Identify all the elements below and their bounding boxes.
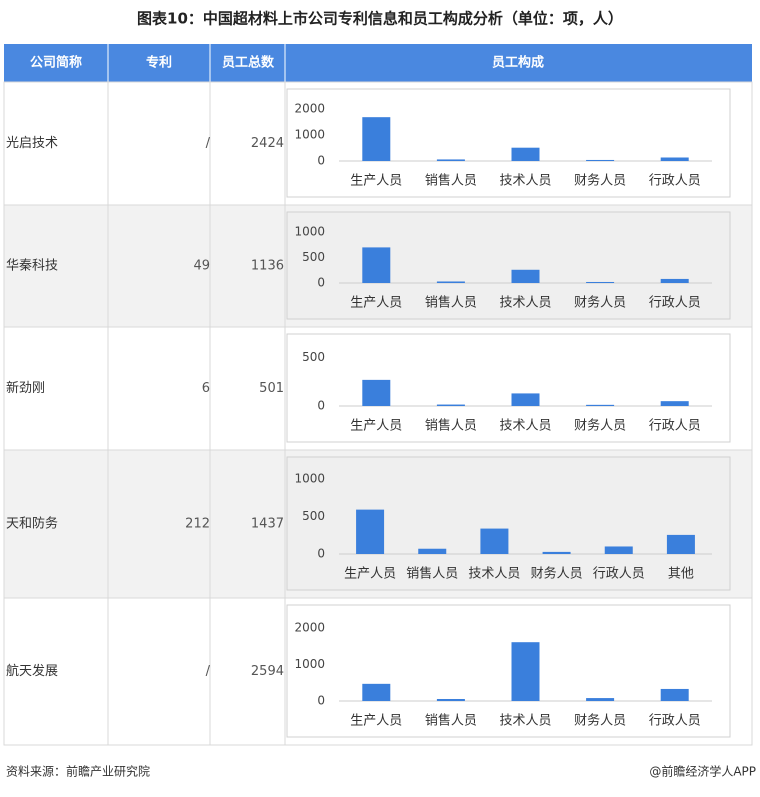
patent: /	[206, 664, 211, 679]
bar	[511, 269, 540, 283]
bar	[362, 247, 391, 283]
chart-box	[286, 604, 731, 738]
bar	[418, 548, 447, 554]
bar	[542, 551, 571, 554]
header-cell: 公司简称	[30, 55, 82, 71]
x-tick-label: 行政人员	[593, 567, 645, 582]
credit: @前瞻经济学人APP	[649, 764, 756, 779]
x-tick-label: 技术人员	[499, 714, 551, 729]
header-cell: 员工总数	[222, 55, 275, 71]
bar	[362, 379, 391, 406]
header-cell: 专利	[146, 55, 172, 71]
y-tick-label: 500	[302, 250, 325, 264]
employees: 501	[259, 381, 284, 396]
x-tick-label: 销售人员	[425, 295, 477, 311]
y-tick-label: 2000	[294, 620, 325, 634]
bar	[660, 401, 689, 406]
patent: 212	[185, 517, 210, 532]
x-tick-label: 财务人员	[574, 295, 626, 311]
x-tick-label: 财务人员	[574, 418, 626, 434]
y-tick-label: 1000	[294, 127, 325, 141]
company: 新劲刚	[6, 380, 45, 396]
x-tick-label: 其他	[668, 567, 694, 582]
bar	[436, 159, 465, 161]
x-tick-label: 生产人员	[344, 567, 396, 582]
employees: 2594	[251, 664, 284, 679]
y-tick-label: 1000	[294, 225, 325, 239]
y-tick-label: 1000	[294, 657, 325, 671]
y-tick-label: 2000	[294, 101, 325, 115]
y-tick-label: 0	[317, 547, 325, 561]
y-tick-label: 1000	[294, 471, 325, 485]
bar	[436, 404, 465, 406]
company: 华秦科技	[6, 259, 58, 274]
x-tick-label: 财务人员	[574, 713, 626, 729]
y-tick-label: 500	[302, 350, 325, 364]
company: 天和防务	[6, 516, 58, 532]
x-tick-label: 行政人员	[649, 296, 701, 311]
company: 光启技术	[6, 136, 58, 151]
x-tick-label: 销售人员	[406, 566, 458, 582]
bar	[586, 698, 615, 701]
x-tick-label: 技术人员	[468, 567, 520, 582]
y-tick-label: 0	[317, 399, 325, 413]
title: 图表10：中国超材料上市公司专利信息和员工构成分析（单位：项，人）	[137, 10, 623, 28]
y-tick-label: 0	[317, 154, 325, 168]
x-tick-label: 生产人员	[350, 419, 402, 434]
source: 资料来源：前瞻产业研究院	[6, 764, 150, 779]
x-tick-label: 生产人员	[350, 714, 402, 729]
x-tick-label: 行政人员	[649, 174, 701, 189]
patent: 6	[202, 381, 210, 396]
bar	[660, 157, 689, 161]
employees: 1437	[251, 517, 284, 532]
bar	[480, 528, 509, 554]
bar	[356, 509, 385, 554]
bar	[511, 147, 540, 161]
x-tick-label: 技术人员	[499, 296, 551, 311]
bar	[586, 404, 615, 406]
bar	[362, 117, 391, 161]
employees: 1136	[251, 259, 284, 274]
chart-box	[286, 88, 731, 198]
x-tick-label: 生产人员	[350, 296, 402, 311]
chart-box	[286, 333, 731, 443]
bar	[666, 534, 695, 554]
bar	[362, 683, 391, 701]
chart-box	[286, 211, 731, 320]
x-tick-label: 财务人员	[574, 173, 626, 189]
x-tick-label: 销售人员	[425, 713, 477, 729]
employees: 2424	[251, 136, 284, 151]
patent: /	[206, 136, 211, 151]
patent: 49	[193, 259, 210, 274]
x-tick-label: 销售人员	[425, 418, 477, 434]
x-tick-label: 技术人员	[499, 174, 551, 189]
header-cell: 员工构成	[492, 55, 544, 71]
x-tick-label: 销售人员	[425, 173, 477, 189]
bar	[436, 281, 465, 283]
table-header	[4, 44, 752, 82]
bar	[660, 278, 689, 283]
y-tick-label: 0	[317, 694, 325, 708]
bar	[436, 698, 465, 701]
bar	[586, 281, 615, 283]
bar	[604, 546, 633, 554]
company: 航天发展	[6, 663, 58, 679]
x-tick-label: 行政人员	[649, 714, 701, 729]
bar	[660, 688, 689, 701]
x-tick-label: 行政人员	[649, 419, 701, 434]
y-tick-label: 0	[317, 276, 325, 290]
bar	[511, 393, 540, 406]
x-tick-label: 技术人员	[499, 419, 551, 434]
x-tick-label: 财务人员	[531, 566, 583, 582]
x-tick-label: 生产人员	[350, 174, 402, 189]
y-tick-label: 500	[302, 509, 325, 523]
bar	[511, 642, 540, 701]
bar	[586, 159, 615, 161]
